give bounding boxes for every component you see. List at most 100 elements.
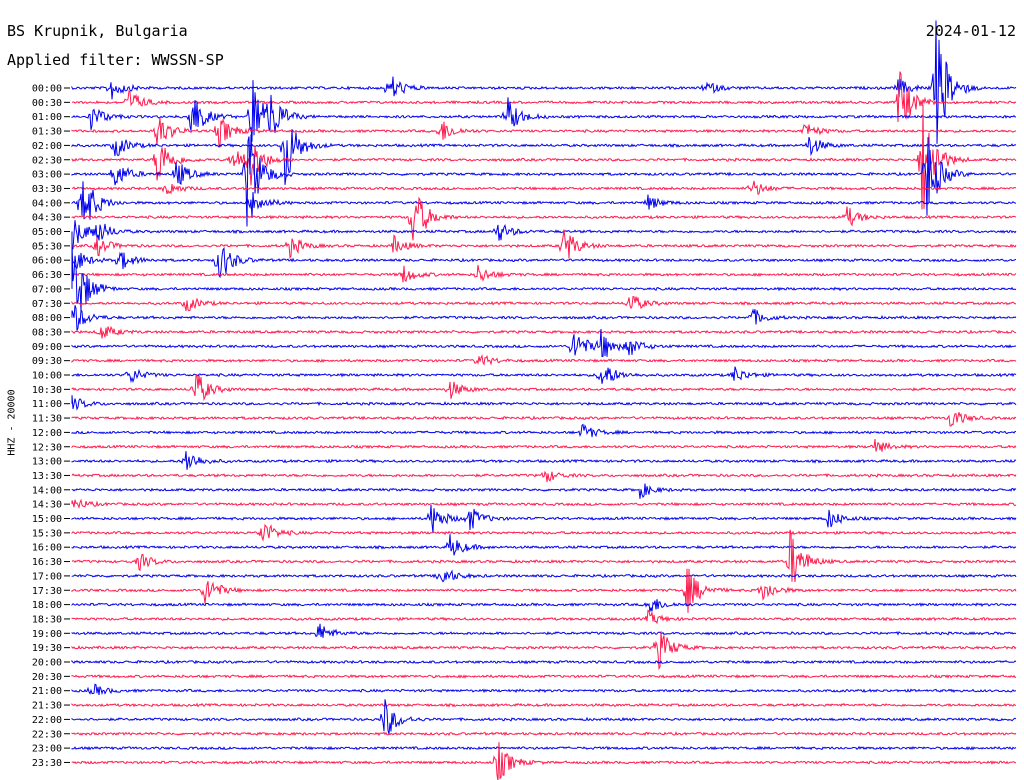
tick-label-2230: 22:30 (32, 729, 62, 740)
tick-label-0630: 06:30 (32, 270, 62, 281)
trace-row-1200 (71, 423, 1017, 438)
trace-row-0630 (71, 264, 1017, 283)
tick-label-0830: 08:30 (32, 327, 62, 338)
trace-row-0800 (71, 305, 1017, 331)
trace-row-2200 (71, 699, 1017, 735)
trace-row-0600 (71, 246, 1017, 279)
trace-row-1030 (71, 373, 1017, 402)
tick-label-1030: 10:30 (32, 385, 62, 396)
trace-row-2000 (71, 659, 1017, 665)
tick-label-0230: 02:30 (32, 155, 62, 166)
trace-row-2230 (71, 731, 1017, 737)
trace-row-2330 (71, 742, 1016, 780)
tick-label-2200: 22:00 (32, 715, 62, 726)
seismic-traces (71, 20, 1017, 780)
tick-label-1230: 12:30 (32, 442, 62, 453)
tick-label-1300: 13:00 (32, 457, 62, 468)
tick-label-0000: 00:00 (32, 84, 62, 95)
trace-row-2300 (71, 745, 1017, 751)
trace-row-0530 (71, 229, 1017, 260)
trace-row-0000 (71, 20, 1017, 144)
trace-row-1600 (71, 534, 1017, 556)
trace-row-1530 (71, 523, 1017, 542)
trace-row-0700 (71, 242, 1017, 311)
trace-row-1130 (71, 412, 1017, 427)
tick-label-0800: 08:00 (32, 313, 62, 324)
tick-label-1800: 18:00 (32, 600, 62, 611)
tick-label-0430: 04:30 (32, 213, 62, 224)
tick-label-2130: 21:30 (32, 701, 62, 712)
tick-label-1130: 11:30 (32, 414, 62, 425)
tick-label-1000: 10:00 (32, 371, 62, 382)
trace-row-0430 (71, 196, 1017, 241)
date-label: 2024-01-12 (925, 22, 1016, 40)
tick-label-0400: 04:00 (32, 198, 62, 209)
tick-label-2100: 21:00 (32, 686, 62, 697)
trace-row-1500 (71, 504, 1017, 533)
trace-row-1700 (71, 569, 1017, 583)
trace-row-1630 (71, 529, 1017, 582)
trace-row-0400 (71, 181, 1017, 220)
trace-row-1900 (71, 623, 1017, 638)
tick-label-0100: 01:00 (32, 112, 62, 123)
tick-label-1100: 11:00 (32, 399, 62, 410)
trace-row-0100 (71, 80, 1017, 142)
tick-label-1330: 13:30 (32, 471, 62, 482)
tick-label-0930: 09:30 (32, 356, 62, 367)
tick-label-1700: 17:00 (32, 571, 62, 582)
trace-row-0330 (71, 180, 1017, 195)
tick-label-1630: 16:30 (32, 557, 62, 568)
tick-label-1900: 19:00 (32, 629, 62, 640)
trace-row-0930 (71, 354, 1017, 366)
tick-label-0200: 02:00 (32, 141, 62, 152)
tick-label-0130: 01:30 (32, 127, 62, 138)
tick-label-1930: 19:30 (32, 643, 62, 654)
tick-label-1430: 14:30 (32, 500, 62, 511)
trace-row-1930 (71, 631, 1017, 671)
trace-row-0730 (71, 296, 1017, 312)
trace-row-1730 (71, 568, 1017, 613)
trace-row-0230 (71, 104, 1017, 210)
tick-label-0330: 03:30 (32, 184, 62, 195)
trace-row-2100 (71, 683, 1017, 696)
trace-row-1000 (71, 366, 1017, 384)
trace-row-1800 (71, 599, 1017, 612)
tick-label-0500: 05:00 (32, 227, 62, 238)
tick-label-0700: 07:00 (32, 284, 62, 295)
tick-label-1830: 18:30 (32, 614, 62, 625)
tick-label-2300: 23:00 (32, 744, 62, 755)
tick-label-1500: 15:00 (32, 514, 62, 525)
trace-row-2130 (71, 702, 1017, 708)
tick-label-1400: 14:00 (32, 485, 62, 496)
trace-row-2030 (71, 673, 1017, 679)
time-tick-labels: 00:00 00:30 01:00 01:30 02:00 02:30 03:00 03:30… (32, 84, 70, 769)
trace-row-1330 (71, 470, 1017, 483)
filter-label: Applied filter: WWSSN-SP (7, 51, 224, 69)
trace-row-1400 (71, 483, 1017, 499)
trace-row-1300 (71, 451, 1017, 470)
tick-label-1200: 12:00 (32, 428, 62, 439)
station-title: BS Krupnik, Bulgaria (7, 22, 188, 40)
tick-label-0300: 03:00 (32, 170, 62, 181)
tick-label-0730: 07:30 (32, 299, 62, 310)
channel-label: HHZ - 20000 (6, 389, 18, 456)
trace-row-1230 (71, 438, 1017, 452)
trace-row-1430 (71, 498, 1017, 509)
trace-row-0500 (71, 220, 1017, 251)
trace-row-0900 (71, 328, 1017, 358)
trace-row-0030 (71, 71, 1017, 123)
tick-label-2000: 20:00 (32, 658, 62, 669)
tick-label-0600: 06:00 (32, 256, 62, 267)
tick-label-0900: 09:00 (32, 342, 62, 353)
tick-label-2030: 20:30 (32, 672, 62, 683)
tick-label-1600: 16:00 (32, 543, 62, 554)
trace-row-0300 (71, 134, 1017, 227)
tick-label-1530: 15:30 (32, 528, 62, 539)
tick-label-0530: 05:30 (32, 241, 62, 252)
tick-label-2330: 23:30 (32, 758, 62, 769)
trace-row-0130 (71, 117, 1017, 148)
trace-row-1830 (71, 609, 1017, 625)
tick-label-1730: 17:30 (32, 586, 62, 597)
tick-label-0030: 00:30 (32, 98, 62, 109)
